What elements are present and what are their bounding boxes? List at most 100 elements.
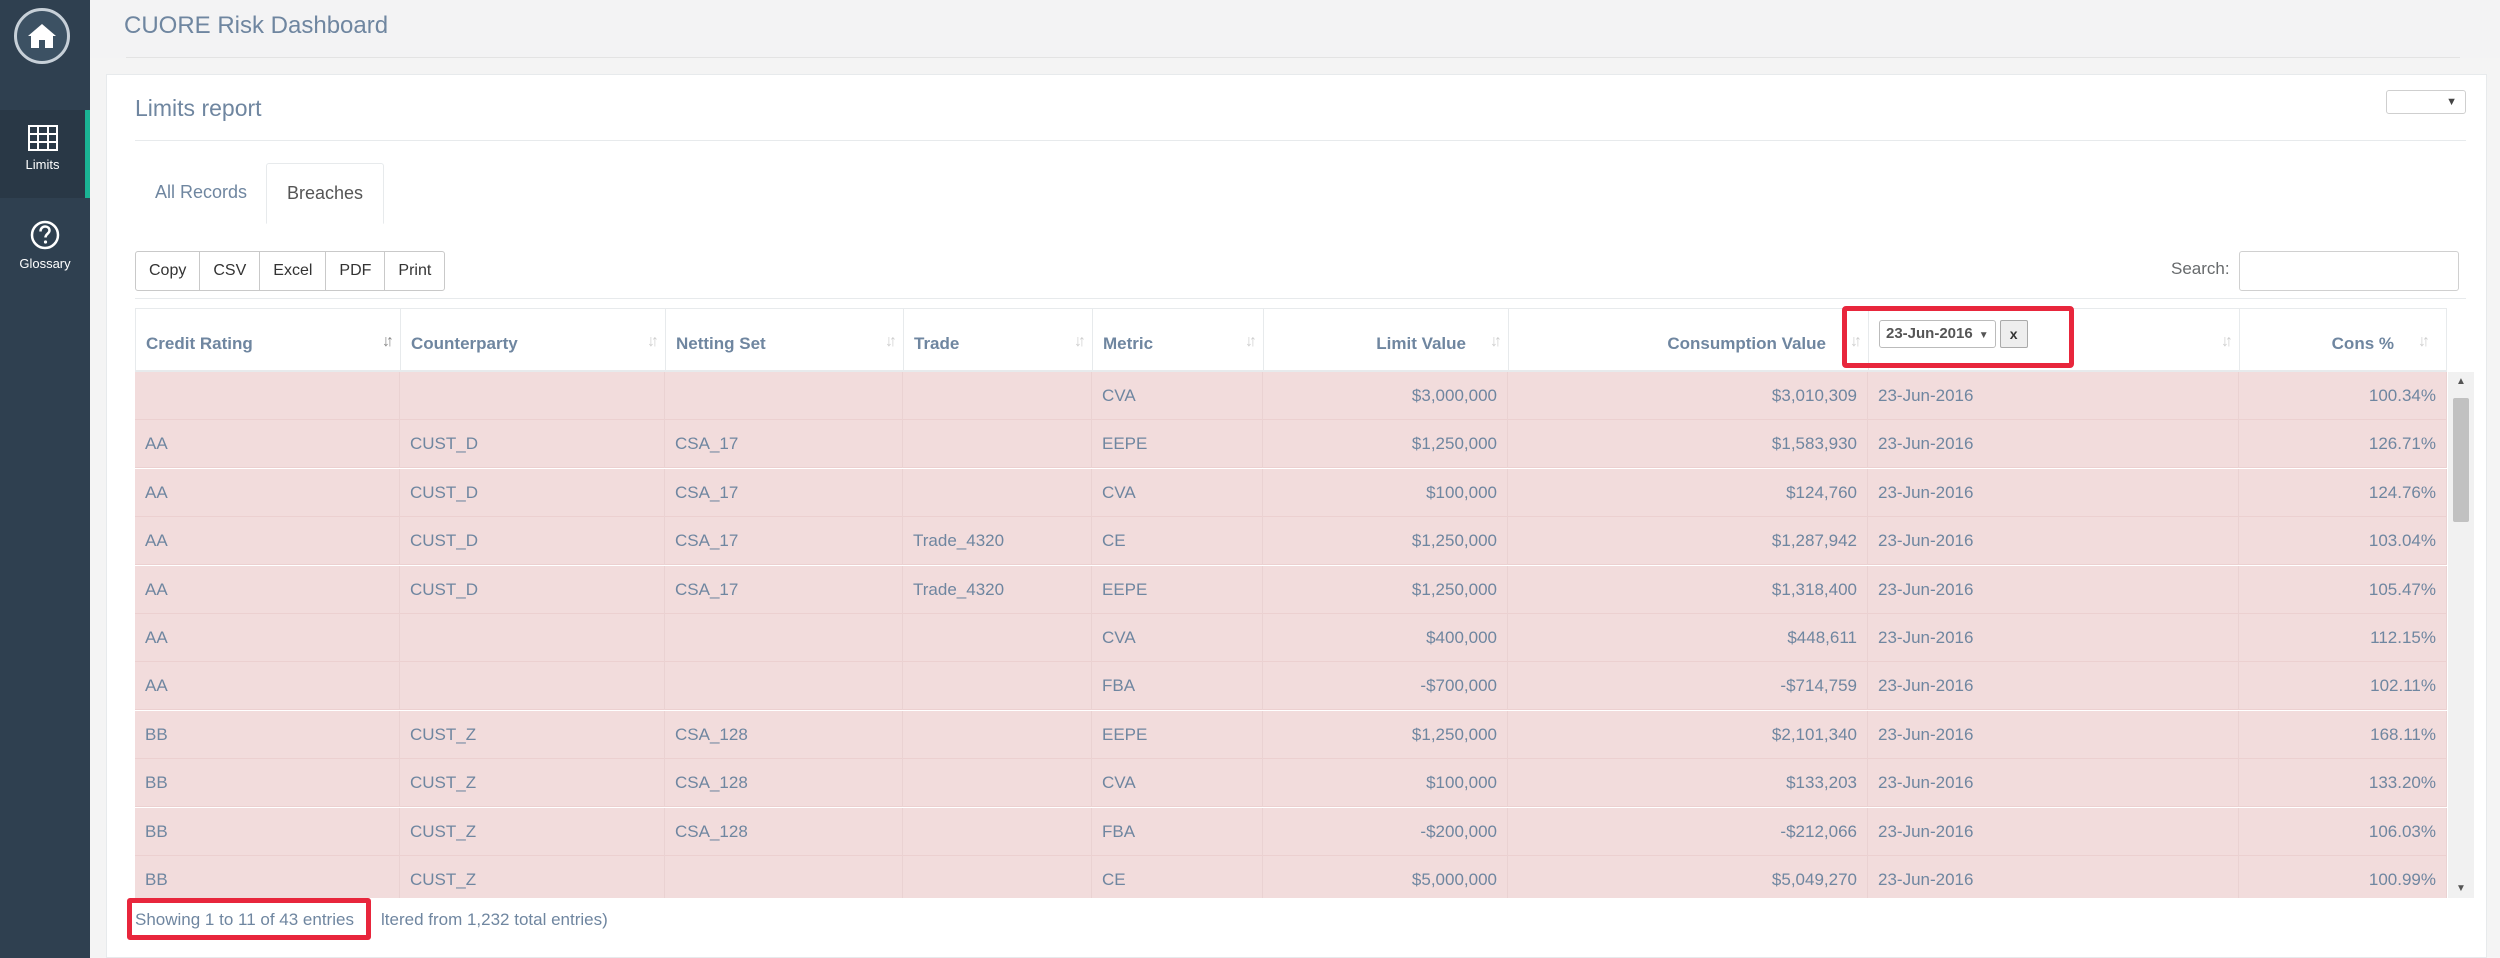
scrollbar-thumb[interactable] [2453,398,2469,522]
cell-date: 23-Jun-2016 [1868,565,2239,614]
cell-trade [903,856,1092,898]
cell-credit-rating [135,372,400,420]
cell-counterparty [400,614,665,662]
table-row[interactable]: BB CUST_Z CE $5,000,000 $5,049,270 23-Jun-201… [135,856,2447,898]
cell-metric: CE [1092,856,1263,898]
table-row[interactable]: BB CUST_Z CSA_128 CVA $100,000 $133,203 23-Jun… [135,759,2447,808]
cell-trade: Trade_4320 [903,517,1092,566]
table-info: Showing 1 to 11 of 43 entries ltered fro… [127,898,608,940]
table-row[interactable]: AA FBA -$700,000 -$714,759 23-Jun-2016 102.11… [135,662,2447,711]
cell-trade [903,372,1092,420]
column-header-cons-pct[interactable]: Cons % ↓↑ [2331,333,2430,353]
table-scrollbar[interactable]: ▲ ▼ [2448,372,2474,898]
cell-counterparty: CUST_Z [400,759,665,808]
cell-counterparty: CUST_Z [400,856,665,898]
tab-bar [135,163,2466,299]
cell-counterparty: CUST_D [400,565,665,614]
table-row[interactable]: AA CUST_D CSA_17 EEPE $1,250,000 $1,583,930 23… [135,420,2447,469]
cell-credit-rating: AA [135,662,400,711]
date-filter-select[interactable]: 23-Jun-2016 ▼ [1879,320,1996,348]
sort-icon: ↓↑ [1850,333,1862,350]
scroll-up-icon[interactable]: ▲ [2456,376,2466,387]
cell-limit-value: $1,250,000 [1263,565,1508,614]
excel-button[interactable]: Excel [259,251,327,291]
table-row[interactable]: AA CUST_D CSA_17 CVA $100,000 $124,760 23-Jun-… [135,468,2447,517]
column-header-consumption-value[interactable]: Consumption Value ↓↑ [1509,309,1869,371]
column-header-limit-value[interactable]: Limit Value ↓↑ [1264,309,1509,371]
cell-credit-rating: AA [135,517,400,566]
cell-limit-value: $400,000 [1263,614,1508,662]
cell-netting-set: CSA_17 [665,565,903,614]
column-header-netting-set[interactable]: Netting Set ↓↑ [666,309,904,371]
cell-netting-set [665,856,903,898]
cell-cons-pct: 133.20% [2239,759,2447,808]
cell-cons-pct: 100.99% [2239,856,2447,898]
cell-consumption-value: -$212,066 [1508,807,1868,856]
cell-credit-rating: AA [135,614,400,662]
scroll-down-icon[interactable]: ▼ [2456,883,2466,894]
sort-icon: ↓↑ [2418,333,2430,350]
filtered-entries: ltered from 1,232 total entries) [381,910,608,929]
cell-credit-rating: BB [135,856,400,898]
print-button[interactable]: Print [384,251,446,291]
cell-consumption-value: $124,760 [1508,468,1868,517]
sort-icon: ↓↑ [1245,333,1257,350]
table-row[interactable]: BB CUST_Z CSA_128 FBA -$200,000 -$212,066 23-J… [135,807,2447,856]
cell-trade [903,710,1092,759]
cell-consumption-value: $1,583,930 [1508,420,1868,469]
cell-credit-rating: AA [135,565,400,614]
panel-dropdown[interactable]: ▼ [2386,90,2466,114]
sidebar-item-label: Glossary [19,256,71,271]
cell-credit-rating: AA [135,420,400,469]
cell-netting-set: CSA_128 [665,759,903,808]
cell-consumption-value: $3,010,309 [1508,372,1868,420]
column-header-trade[interactable]: Trade ↓↑ [904,309,1093,371]
sort-icon: ↓↑ [1490,333,1502,350]
cell-counterparty: CUST_D [400,420,665,469]
divider [135,140,2466,141]
cell-limit-value: $1,250,000 [1263,420,1508,469]
sidebar-item-glossary[interactable]: Glossary [0,220,90,292]
cell-limit-value: $100,000 [1263,759,1508,808]
top-header: CUORE Risk Dashboard [90,0,2500,58]
copy-button[interactable]: Copy [135,251,201,291]
cell-cons-pct: 105.47% [2239,565,2447,614]
table-row[interactable]: BB CUST_Z CSA_128 EEPE $1,250,000 $2,101,340 2… [135,710,2447,759]
cell-consumption-value: $1,318,400 [1508,565,1868,614]
column-header-counterparty[interactable]: Counterparty ↓↑ [401,309,666,371]
cell-cons-pct: 124.76% [2239,468,2447,517]
cell-metric: CVA [1092,614,1263,662]
table-row[interactable]: AA CUST_D CSA_17 Trade_4320 CE $1,250,000 $1,2… [135,517,2447,566]
cell-counterparty [400,372,665,420]
cell-consumption-value: $5,049,270 [1508,856,1868,898]
divider [135,298,2466,299]
pdf-button[interactable]: PDF [325,251,386,291]
cell-limit-value: $5,000,000 [1263,856,1508,898]
csv-button[interactable]: CSV [199,251,261,291]
cell-counterparty: CUST_Z [400,807,665,856]
sidebar-item-limits[interactable]: Limits [0,110,90,198]
column-header-metric[interactable]: Metric ↓↑ [1093,309,1264,371]
cell-cons-pct: 103.04% [2239,517,2447,566]
cell-credit-rating: BB [135,759,400,808]
cell-cons-pct: 102.11% [2239,662,2447,711]
cell-metric: EEPE [1092,710,1263,759]
home-button[interactable] [14,8,70,64]
tab-all-records[interactable]: All Records [155,182,248,202]
search-input[interactable] [2239,251,2459,291]
clear-filter-button[interactable]: x [1999,320,2028,348]
column-header-date[interactable]: 23-Jun-2016 ▼ x ↓↑ [1869,309,2240,371]
cell-cons-pct: 100.34% [2239,372,2447,420]
cell-trade [903,759,1092,808]
cell-trade [903,662,1092,711]
table-row[interactable]: AA CUST_D CSA_17 Trade_4320 EEPE $1,250,000 $1… [135,565,2447,614]
cell-date: 23-Jun-2016 [1868,662,2239,711]
page-title: Limits report [135,95,262,121]
caret-down-icon: ▼ [2446,96,2457,108]
cell-date: 23-Jun-2016 [1868,807,2239,856]
cell-cons-pct: 112.15% [2239,614,2447,662]
table-row[interactable]: CVA $3,000,000 $3,010,309 23-Jun-2016 100.34… [135,372,2447,420]
table-row[interactable]: AA CVA $400,000 $448,611 23-Jun-2016 112.15% [135,614,2447,662]
column-header-credit-rating[interactable]: Credit Rating ↓↑ [136,309,401,371]
tab-breaches[interactable]: Breaches [266,163,385,224]
